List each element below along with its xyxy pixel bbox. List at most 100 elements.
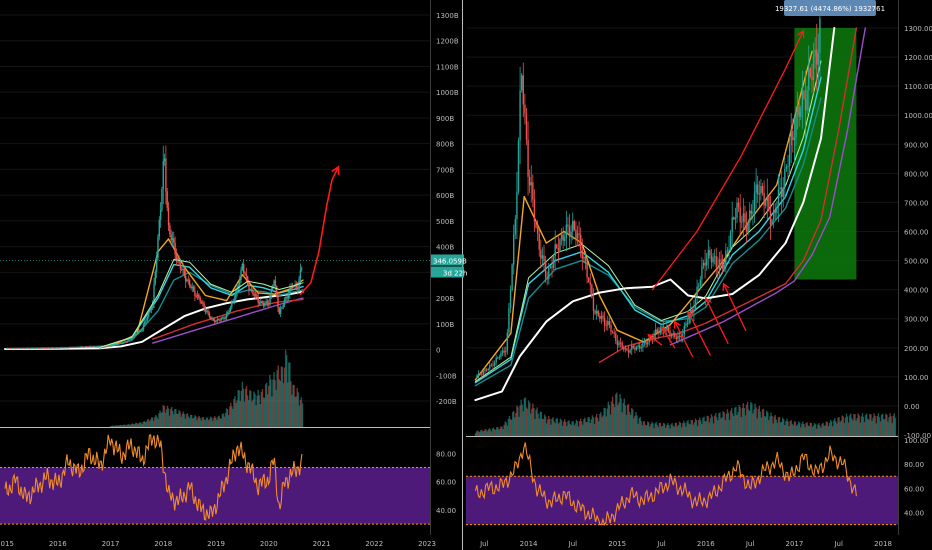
left-volume-bar <box>260 391 263 427</box>
right-volume-bar <box>562 421 565 436</box>
left-volume-bar <box>134 423 136 427</box>
left-volume-bar <box>276 370 278 427</box>
right-candle <box>696 286 698 297</box>
right-volume-bar <box>632 409 634 436</box>
left-candle <box>196 294 199 296</box>
left-volume-bar <box>156 416 158 427</box>
right-candle <box>685 323 687 326</box>
left-candle <box>76 346 79 348</box>
left-volume-bar <box>188 418 191 427</box>
left-volume-bar <box>273 372 275 427</box>
right-candle <box>667 327 670 331</box>
left-volume-bar <box>147 419 150 427</box>
right-candle <box>597 310 599 317</box>
left-volume-bar <box>222 413 225 427</box>
right-volume-bar <box>754 403 756 436</box>
left-volume-bar <box>172 411 174 427</box>
left-volume-bar <box>205 417 208 427</box>
right-x-tick-label: Jul <box>479 540 489 548</box>
left-price-plot[interactable] <box>0 145 430 427</box>
left-volume-bar <box>184 418 187 427</box>
right-volume-bar <box>817 424 819 436</box>
left-candle <box>42 347 44 349</box>
right-volume-bar <box>837 417 839 436</box>
right-volume-bar <box>726 409 729 436</box>
right-volume-bar <box>747 409 750 436</box>
right-candle <box>613 332 615 334</box>
right-volume-bar <box>732 413 734 436</box>
left-candle <box>297 287 299 290</box>
right-candle <box>733 217 735 220</box>
right-volume-bar <box>665 427 667 436</box>
left-volume-bar <box>261 389 264 427</box>
right-candle <box>720 259 722 261</box>
left-candle <box>136 333 138 335</box>
right-volume-bar <box>689 424 691 436</box>
right-ma-white-line <box>474 27 836 402</box>
left-candle <box>34 347 37 349</box>
right-volume-bar <box>851 418 853 436</box>
right-candle <box>729 232 732 250</box>
left-candle <box>203 303 205 309</box>
right-volume-bar <box>593 424 596 436</box>
right-volume-bar <box>557 423 560 436</box>
right-volume-bar <box>615 394 617 436</box>
right-candle <box>725 251 727 265</box>
right-candle <box>481 374 483 376</box>
left-volume-bar <box>252 399 254 427</box>
right-candle <box>591 284 593 298</box>
left-volume-bar <box>284 349 287 427</box>
left-rsi-band <box>0 467 430 525</box>
left-volume-bar <box>164 412 167 427</box>
left-volume-bar <box>250 390 252 427</box>
left-candle <box>167 207 170 226</box>
left-volume-bar <box>143 420 145 427</box>
left-candle <box>51 347 54 349</box>
right-rsi-plot[interactable] <box>466 442 898 526</box>
left-candle <box>199 298 201 302</box>
right-candle <box>594 310 596 314</box>
right-price-plot[interactable] <box>474 0 897 436</box>
left-candle <box>137 332 139 334</box>
left-y-tick-label: 400B <box>436 244 454 252</box>
right-arrow-2 <box>660 326 676 349</box>
right-volume-bar <box>610 401 613 436</box>
right-volume-bar <box>845 413 848 436</box>
countdown-label-box <box>431 266 464 278</box>
left-candle <box>124 341 126 343</box>
right-volume-bar <box>859 422 862 436</box>
left-volume-bar <box>240 390 243 427</box>
left-candle <box>49 347 51 349</box>
right-volume-bar <box>719 412 721 436</box>
right-volume-bar <box>662 422 665 436</box>
left-candle <box>152 302 154 309</box>
right-volume-bar <box>749 410 751 436</box>
right-volume-bar <box>590 419 593 436</box>
right-candle <box>632 345 635 348</box>
right-volume-bar <box>854 414 856 436</box>
left-volume-bar <box>264 384 267 427</box>
right-volume-bar <box>483 431 485 436</box>
left-volume-bar <box>219 418 221 427</box>
right-arrowhead-3 <box>673 320 681 329</box>
right-volume-bar <box>717 420 719 436</box>
right-volume-bar <box>752 413 754 436</box>
left-volume-bar <box>110 425 113 427</box>
left-rsi-plot[interactable] <box>0 433 430 525</box>
left-volume-bar <box>193 417 195 427</box>
right-volume-bar <box>624 405 627 436</box>
right-volume-bar <box>841 415 843 436</box>
left-volume-bar <box>218 415 220 427</box>
left-volume-bar <box>263 397 266 427</box>
right-volume-bar <box>601 417 603 436</box>
left-volume-bar <box>287 382 289 427</box>
right-volume-bar <box>503 424 505 436</box>
left-volume-bar <box>131 423 134 427</box>
left-candle <box>295 283 298 288</box>
left-volume-bar <box>138 423 140 427</box>
right-volume-bar <box>653 428 655 436</box>
right-candle <box>812 56 815 80</box>
right-candle <box>721 259 724 269</box>
right-volume-bar <box>588 417 590 436</box>
right-candle <box>572 220 574 232</box>
